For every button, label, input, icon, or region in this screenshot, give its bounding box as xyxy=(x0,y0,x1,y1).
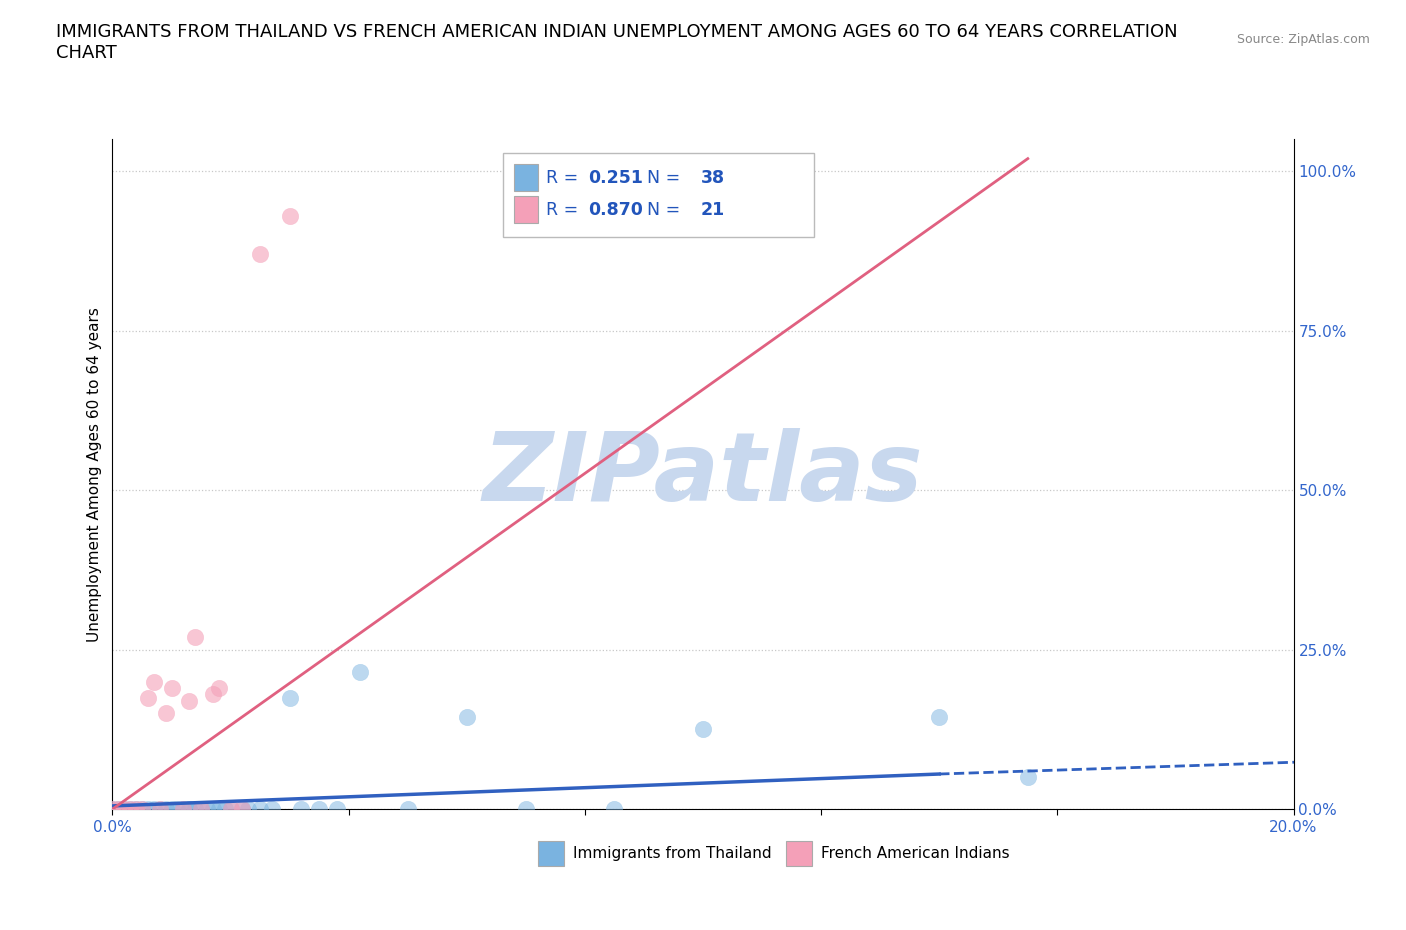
FancyBboxPatch shape xyxy=(537,841,564,866)
Point xyxy=(160,681,183,696)
Text: Source: ZipAtlas.com: Source: ZipAtlas.com xyxy=(1237,33,1371,46)
Point xyxy=(603,802,626,817)
Point xyxy=(136,690,159,705)
Point xyxy=(219,802,242,817)
Text: French American Indians: French American Indians xyxy=(821,845,1010,861)
Text: IMMIGRANTS FROM THAILAND VS FRENCH AMERICAN INDIAN UNEMPLOYMENT AMONG AGES 60 TO: IMMIGRANTS FROM THAILAND VS FRENCH AMERI… xyxy=(56,23,1178,62)
Point xyxy=(136,802,159,817)
Point xyxy=(142,674,165,689)
Point xyxy=(160,802,183,817)
Point xyxy=(326,802,349,817)
FancyBboxPatch shape xyxy=(515,165,537,191)
Point xyxy=(172,802,194,817)
Point xyxy=(219,802,242,817)
Text: N =: N = xyxy=(636,201,686,219)
Point xyxy=(155,802,177,817)
Text: N =: N = xyxy=(636,168,686,187)
Text: 0.870: 0.870 xyxy=(589,201,644,219)
Point xyxy=(142,802,165,817)
Point xyxy=(120,802,142,817)
Point xyxy=(149,802,172,817)
Point xyxy=(131,802,153,817)
Point xyxy=(278,208,301,223)
Point xyxy=(928,710,950,724)
Text: R =: R = xyxy=(546,168,583,187)
Point xyxy=(184,630,207,644)
Point xyxy=(208,802,231,817)
Point xyxy=(125,802,148,817)
Point xyxy=(190,802,212,817)
Point xyxy=(515,802,537,817)
Point xyxy=(179,802,201,817)
Point xyxy=(125,802,148,817)
Text: Immigrants from Thailand: Immigrants from Thailand xyxy=(574,845,772,861)
Point xyxy=(112,802,135,817)
Text: 21: 21 xyxy=(700,201,725,219)
Point xyxy=(155,706,177,721)
FancyBboxPatch shape xyxy=(786,841,811,866)
Point xyxy=(190,802,212,817)
Point xyxy=(231,802,253,817)
Point xyxy=(260,802,283,817)
Point xyxy=(107,802,129,817)
Point xyxy=(349,665,371,680)
Y-axis label: Unemployment Among Ages 60 to 64 years: Unemployment Among Ages 60 to 64 years xyxy=(87,307,103,642)
Point xyxy=(112,802,135,817)
Point xyxy=(214,802,236,817)
Point xyxy=(249,246,271,261)
Point xyxy=(692,722,714,737)
Point xyxy=(131,802,153,817)
Point xyxy=(290,802,312,817)
Point xyxy=(201,687,224,702)
Text: 38: 38 xyxy=(700,168,724,187)
FancyBboxPatch shape xyxy=(515,196,537,223)
Point xyxy=(201,802,224,817)
Text: 0.251: 0.251 xyxy=(589,168,644,187)
Point xyxy=(179,693,201,708)
Point xyxy=(120,802,142,817)
Point xyxy=(184,802,207,817)
Point xyxy=(179,802,201,817)
Point xyxy=(101,802,124,817)
Point xyxy=(308,802,330,817)
Point xyxy=(238,802,260,817)
Point xyxy=(195,802,218,817)
Point xyxy=(101,802,124,817)
Point xyxy=(249,802,271,817)
Text: ZIPatlas: ZIPatlas xyxy=(482,428,924,521)
Point xyxy=(1017,770,1039,785)
Point xyxy=(456,710,478,724)
FancyBboxPatch shape xyxy=(503,153,814,236)
Text: R =: R = xyxy=(546,201,583,219)
Point xyxy=(396,802,419,817)
Point xyxy=(107,802,129,817)
Point xyxy=(208,681,231,696)
Point xyxy=(231,802,253,817)
Point xyxy=(278,690,301,705)
Point xyxy=(166,802,188,817)
Point xyxy=(149,802,172,817)
Point xyxy=(172,802,194,817)
